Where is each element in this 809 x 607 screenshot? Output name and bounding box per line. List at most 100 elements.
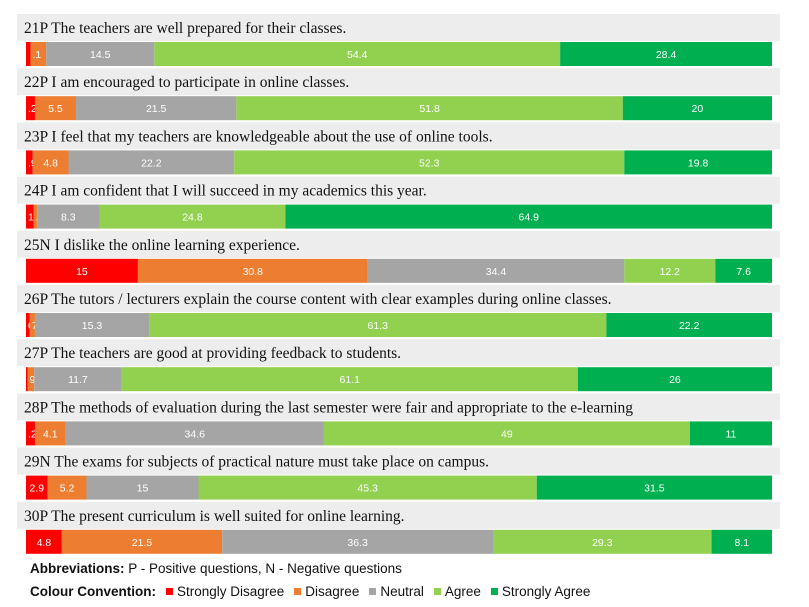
legend-item-agree: Agree — [433, 584, 481, 599]
question-label: 21P The teachers are well prepared for t… — [24, 20, 346, 37]
question-band — [17, 14, 780, 41]
bar-segment-strongly-agree — [624, 150, 772, 175]
bar-segment-strongly-disagree — [26, 42, 31, 66]
bar-segment-disagree — [47, 475, 87, 500]
legend-item-label: Neutral — [380, 584, 424, 599]
bar-segment-disagree — [29, 313, 35, 337]
bar-segment-agree — [121, 367, 578, 392]
bar-segment-strongly-disagree — [26, 96, 35, 121]
data-label: 15 — [76, 266, 88, 278]
bar-segment-neutral — [34, 367, 122, 392]
data-label: 52.3 — [419, 157, 440, 169]
bar-segment-agree — [492, 529, 712, 554]
data-label: 26 — [669, 374, 681, 386]
data-label: 22.2 — [679, 320, 700, 332]
data-label: 22.2 — [141, 157, 162, 169]
data-label: 11 — [725, 428, 736, 440]
bar-segment-strongly-disagree — [26, 421, 35, 446]
bar-segment-neutral — [75, 96, 237, 121]
data-label: 19.8 — [688, 157, 709, 169]
legend-swatch-icon — [369, 588, 377, 595]
data-label: 31.5 — [644, 483, 665, 495]
bar-segment-agree — [236, 96, 623, 121]
bar-segment-neutral — [86, 475, 199, 500]
data-label: .2 — [28, 103, 37, 115]
data-label: 24.8 — [182, 212, 203, 224]
bar-segment-neutral — [46, 42, 155, 66]
bar-segment-strongly-disagree — [26, 150, 33, 175]
bar-segment-disagree — [33, 204, 38, 229]
data-label: 5.2 — [60, 483, 75, 495]
data-label: 4.1 — [43, 428, 58, 440]
question-label: 25N I dislike the online learning experi… — [24, 237, 300, 254]
bar-segment-disagree — [32, 150, 69, 175]
data-label: 8.1 — [734, 537, 749, 549]
data-label: 7 — [32, 320, 38, 332]
bar-segment-strongly-agree — [285, 204, 772, 229]
bar-segment-disagree — [34, 421, 66, 446]
bar-segment-neutral — [222, 529, 493, 554]
bar-segment-strongly-disagree — [26, 529, 62, 554]
data-label: 15 — [137, 483, 149, 495]
data-label: 12.2 — [660, 266, 681, 278]
bar-segment-strongly-agree — [577, 367, 772, 392]
bar-segment-strongly-disagree — [26, 475, 48, 500]
question-label: 29N The exams for subjects of practical … — [24, 454, 489, 471]
bar-segment-strongly-agree — [622, 96, 772, 121]
question-band — [17, 176, 780, 204]
question-label: 30P The present curriculum is well suite… — [24, 508, 405, 525]
question-band — [17, 339, 780, 367]
bar-segment-neutral — [367, 258, 625, 283]
data-label: 34.4 — [486, 266, 507, 278]
question-label: 26P The tutors / lecturers explain the c… — [24, 291, 612, 308]
bar-segment-neutral — [65, 421, 324, 446]
data-label: 14.5 — [90, 49, 111, 61]
bar-segment-strongly-agree — [689, 421, 772, 446]
abbreviations-note: Abbreviations: P - Positive questions, N… — [30, 561, 402, 576]
legend-item-label: Strongly Disagree — [176, 584, 285, 599]
legend-swatch-icon — [490, 588, 498, 595]
data-label: 9 — [29, 374, 35, 386]
bar-segment-disagree — [137, 258, 368, 283]
legend-item-label: Disagree — [305, 584, 360, 599]
legend-item-disagree: Disagree — [294, 584, 359, 599]
data-label: 61.3 — [368, 320, 389, 332]
question-band — [17, 122, 780, 150]
data-label: 2.9 — [30, 483, 45, 495]
bar-segment-agree — [323, 421, 690, 446]
data-label: 45.3 — [357, 483, 378, 495]
data-label: 7.6 — [736, 266, 751, 278]
bar-segment-agree — [624, 258, 716, 283]
question-band — [17, 68, 780, 96]
legend-item-neutral: Neutral — [369, 584, 424, 599]
bar-segment-agree — [154, 42, 561, 66]
data-label: 51.8 — [419, 103, 440, 115]
legend-item-label: Agree — [444, 584, 481, 599]
legend-item-strongly-agree: Strongly Agree — [490, 584, 591, 599]
bar-segment-strongly-disagree — [26, 204, 34, 229]
legend-swatch-icon — [433, 588, 441, 595]
question-label: 23P I feel that my teachers are knowledg… — [24, 128, 493, 145]
abbreviations-label: Abbreviations: — [30, 561, 125, 576]
data-label: 36.3 — [347, 537, 368, 549]
question-band — [17, 230, 780, 258]
legend-label: Colour Convention: — [30, 584, 156, 599]
legend-swatch-icon — [165, 588, 173, 595]
data-label: 34.6 — [185, 428, 206, 440]
legend-swatch-icon — [294, 588, 302, 595]
question-label: 22P I am encouraged to participate in on… — [24, 74, 349, 91]
bar-segment-neutral — [68, 150, 235, 175]
data-label: 20 — [692, 103, 704, 115]
legend-item-label: Strongly Agree — [501, 584, 591, 599]
legend-item-strongly-disagree: Strongly Disagree — [165, 584, 285, 599]
data-label: 54.4 — [347, 49, 368, 61]
bar-segment-agree — [99, 204, 286, 229]
bar-segment-strongly-agree — [715, 258, 772, 283]
data-label: 49 — [501, 428, 513, 440]
data-label: 11.7 — [68, 374, 88, 386]
data-label: 15.3 — [82, 320, 103, 332]
bar-segment-strongly-agree — [536, 475, 772, 500]
bar-segment-neutral — [34, 313, 150, 337]
bar-segment-strongly-agree — [606, 313, 772, 337]
data-label: 21.5 — [146, 103, 167, 115]
